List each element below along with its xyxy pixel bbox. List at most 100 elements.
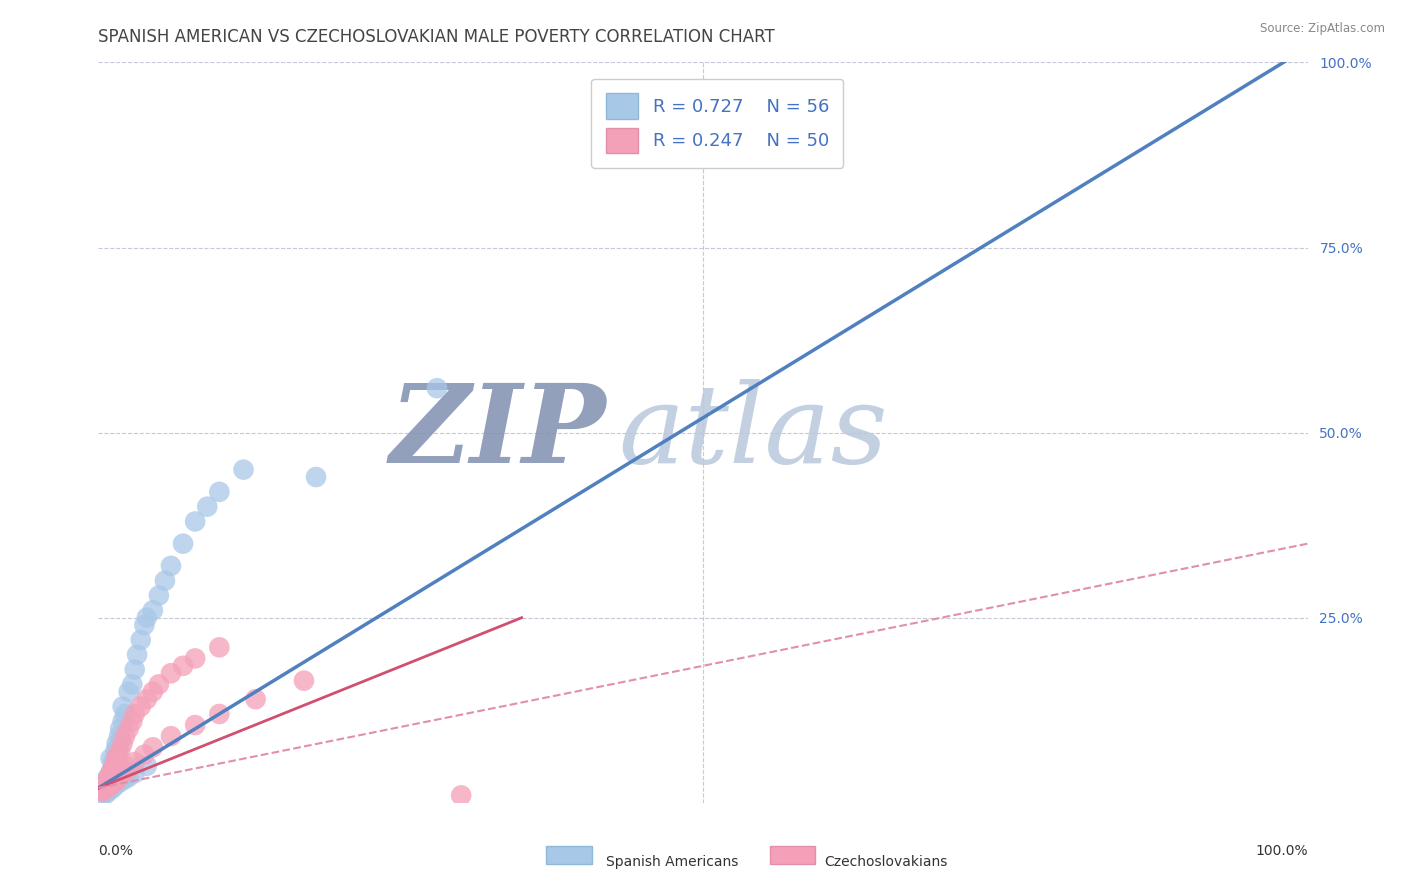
Point bbox=[118, 685, 141, 699]
Point bbox=[91, 782, 114, 797]
Point bbox=[108, 775, 131, 789]
Text: Source: ZipAtlas.com: Source: ZipAtlas.com bbox=[1260, 22, 1385, 36]
Point bbox=[108, 729, 131, 743]
Point bbox=[114, 706, 136, 721]
Point bbox=[245, 692, 267, 706]
Point bbox=[91, 777, 114, 791]
Point bbox=[124, 706, 146, 721]
Point bbox=[172, 658, 194, 673]
Point bbox=[195, 500, 218, 514]
Point bbox=[105, 747, 128, 762]
Point bbox=[100, 777, 122, 791]
Point bbox=[101, 755, 124, 769]
Point bbox=[129, 632, 152, 647]
Point bbox=[121, 677, 143, 691]
Point bbox=[97, 770, 120, 784]
Point bbox=[103, 758, 125, 772]
Point bbox=[91, 780, 114, 794]
Point bbox=[97, 780, 120, 795]
Point bbox=[135, 758, 157, 772]
Point bbox=[208, 640, 231, 655]
Point bbox=[148, 589, 170, 603]
Point bbox=[107, 747, 129, 762]
Point bbox=[134, 618, 156, 632]
Point bbox=[450, 789, 472, 803]
Point bbox=[90, 780, 112, 795]
Point bbox=[208, 706, 231, 721]
Point bbox=[114, 772, 136, 786]
Point bbox=[91, 777, 114, 791]
Point bbox=[98, 780, 121, 794]
Point bbox=[118, 722, 141, 736]
Point bbox=[160, 558, 183, 573]
Point bbox=[100, 766, 122, 780]
Point bbox=[98, 777, 121, 791]
Point bbox=[305, 470, 328, 484]
Point bbox=[105, 773, 128, 788]
Point bbox=[135, 610, 157, 624]
Point bbox=[208, 484, 231, 499]
Point bbox=[100, 763, 122, 777]
Point bbox=[97, 773, 120, 788]
Point bbox=[96, 775, 118, 789]
Point bbox=[97, 785, 120, 799]
Point bbox=[108, 744, 131, 758]
Point bbox=[114, 729, 136, 743]
Point bbox=[114, 764, 136, 779]
Point bbox=[101, 773, 124, 788]
Point bbox=[111, 714, 134, 729]
Point bbox=[111, 699, 134, 714]
Point bbox=[121, 714, 143, 729]
Point bbox=[110, 767, 132, 781]
Point bbox=[108, 722, 131, 736]
Point bbox=[100, 770, 122, 784]
Legend: R = 0.727    N = 56, R = 0.247    N = 50: R = 0.727 N = 56, R = 0.247 N = 50 bbox=[591, 78, 844, 168]
Point bbox=[184, 515, 207, 529]
Point bbox=[124, 766, 146, 780]
Point bbox=[108, 770, 131, 784]
Point bbox=[96, 780, 118, 795]
Text: atlas: atlas bbox=[619, 379, 889, 486]
Point bbox=[426, 381, 449, 395]
Point bbox=[94, 773, 117, 788]
Point bbox=[142, 685, 165, 699]
Point bbox=[142, 740, 165, 755]
Point bbox=[94, 775, 117, 789]
Point bbox=[124, 663, 146, 677]
Point bbox=[153, 574, 176, 588]
Point bbox=[100, 767, 122, 781]
Text: Spanish Americans: Spanish Americans bbox=[606, 855, 738, 869]
Point bbox=[91, 785, 114, 799]
Point bbox=[93, 780, 115, 795]
Point bbox=[104, 744, 127, 758]
Point bbox=[93, 782, 115, 797]
Point bbox=[101, 763, 124, 777]
Point bbox=[142, 603, 165, 617]
Text: 100.0%: 100.0% bbox=[1256, 844, 1308, 857]
FancyBboxPatch shape bbox=[546, 847, 592, 864]
Text: ZIP: ZIP bbox=[389, 379, 606, 486]
Point bbox=[91, 789, 114, 803]
Point bbox=[134, 747, 156, 762]
Point bbox=[118, 770, 141, 784]
Point bbox=[127, 648, 149, 662]
Text: SPANISH AMERICAN VS CZECHOSLOVAKIAN MALE POVERTY CORRELATION CHART: SPANISH AMERICAN VS CZECHOSLOVAKIAN MALE… bbox=[98, 28, 775, 45]
Point bbox=[93, 785, 115, 799]
Point bbox=[184, 651, 207, 665]
Point bbox=[104, 755, 127, 769]
Point bbox=[292, 673, 315, 688]
Point bbox=[96, 777, 118, 791]
Point bbox=[172, 536, 194, 550]
Point bbox=[135, 692, 157, 706]
Point bbox=[232, 462, 254, 476]
Point bbox=[98, 772, 121, 786]
Text: 0.0%: 0.0% bbox=[98, 844, 134, 857]
Point bbox=[105, 751, 128, 765]
FancyBboxPatch shape bbox=[769, 847, 815, 864]
Point bbox=[100, 751, 122, 765]
Point bbox=[100, 782, 122, 797]
Point bbox=[124, 755, 146, 769]
Point bbox=[94, 787, 117, 801]
Point bbox=[160, 729, 183, 743]
Point bbox=[184, 718, 207, 732]
